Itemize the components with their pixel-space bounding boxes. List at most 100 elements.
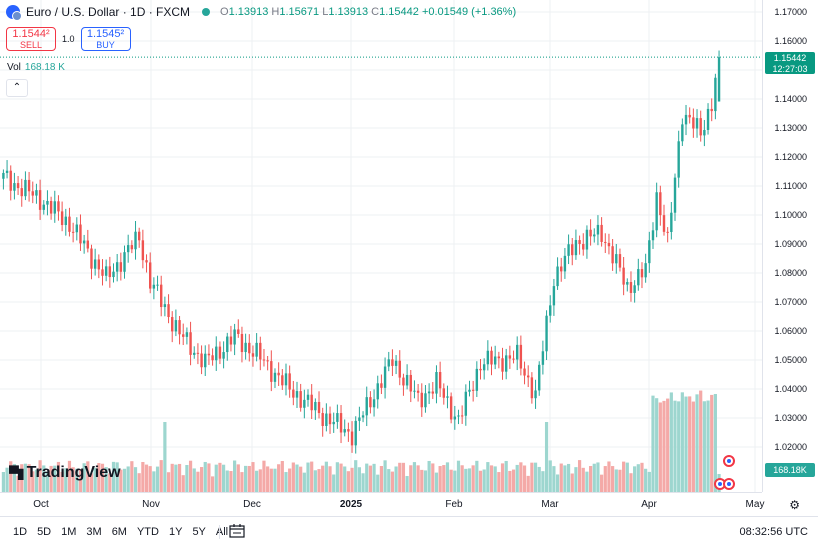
volume-bar [702, 401, 706, 492]
volume-bar [647, 471, 651, 492]
price-tick-label: 1.16000 [774, 36, 807, 46]
candle-body [666, 231, 669, 233]
volume-bar [519, 462, 523, 492]
candle-body [717, 57, 721, 102]
volume-bar [449, 469, 453, 492]
candle-body [273, 372, 277, 382]
volume-bar [185, 465, 189, 492]
buy-button[interactable]: 1.1545² BUY [80, 27, 131, 51]
event-marker-icon[interactable] [723, 478, 735, 490]
volume-bar [34, 469, 39, 492]
candle-body [86, 240, 90, 249]
candle-body [156, 284, 159, 286]
candle-body [486, 350, 490, 365]
chart-area[interactable]: Euro / U.S. Dollar · 1D · FXCM O1.13913 … [0, 0, 762, 492]
candle-body [53, 201, 56, 214]
range-3m[interactable]: 3M [86, 526, 102, 538]
candlestick-chart[interactable] [0, 0, 762, 492]
candle-body [193, 352, 196, 355]
candle-body [295, 391, 299, 398]
candle-body [706, 108, 710, 130]
volume-bar [585, 471, 589, 492]
volume-bar [713, 393, 717, 492]
price-axis[interactable]: 1.170001.160001.150001.140001.130001.120… [762, 0, 818, 492]
price-tick-label: 1.11000 [775, 181, 807, 191]
volume-bar [361, 473, 365, 492]
candle-body [427, 391, 431, 394]
candle-body [325, 413, 328, 426]
tradingview-logo[interactable]: ▀▮ TradingView [9, 464, 121, 482]
candle-body [215, 346, 218, 361]
price-tick-label: 1.06000 [774, 326, 807, 336]
candle-body [339, 413, 343, 433]
volume-bar [552, 466, 556, 492]
volume-bar [166, 472, 171, 492]
symbol-title[interactable]: Euro / U.S. Dollar · 1D · FXCM [26, 5, 191, 19]
range-all[interactable]: All [215, 526, 229, 538]
candle-body [68, 216, 71, 232]
candle-body [299, 391, 302, 408]
range-ytd[interactable]: YTD [136, 526, 159, 538]
collapse-legend-button[interactable]: ⌃ [6, 79, 28, 97]
candle-body [134, 231, 137, 250]
calendar-icon[interactable] [228, 523, 246, 539]
volume-bar [706, 400, 710, 492]
candle-body [288, 373, 291, 390]
volume-bar [497, 472, 501, 492]
candle-body [409, 374, 412, 392]
clock-timezone[interactable]: 08:32:56 UTC [739, 526, 808, 538]
volume-bar [295, 464, 299, 492]
volume-bar [277, 464, 281, 492]
volume-bar [699, 390, 703, 492]
time-axis[interactable]: Oct Nov Dec 2025 Feb Mar Apr May [0, 492, 765, 517]
volume-bar [23, 463, 28, 492]
volume-bar [537, 466, 541, 492]
volume-bar [218, 462, 222, 492]
volume-bar [688, 396, 692, 492]
volume-bar [1, 472, 5, 492]
volume-bar [71, 467, 75, 492]
candle-body [541, 351, 545, 365]
range-1m[interactable]: 1M [61, 526, 77, 538]
range-6m[interactable]: 6M [111, 526, 127, 538]
candle-body [284, 373, 288, 386]
volume-bar [100, 463, 105, 492]
range-1y[interactable]: 1Y [168, 526, 183, 538]
candle-body [593, 234, 596, 237]
time-label: Apr [641, 499, 657, 510]
candle-body [552, 286, 556, 306]
volume-bar [489, 465, 494, 492]
candle-body [659, 192, 662, 216]
candle-body [218, 346, 222, 359]
spread-value: 1.0 [62, 34, 75, 44]
volume-bar [324, 461, 328, 492]
candle-body [248, 342, 251, 354]
candle-body [189, 332, 192, 355]
range-5d[interactable]: 5D [37, 526, 52, 538]
candle-body [376, 383, 379, 400]
candle-body [424, 393, 427, 408]
candle-body [119, 262, 123, 272]
candle-body [453, 416, 457, 420]
volume-bar [350, 467, 354, 492]
range-5y[interactable]: 5Y [192, 526, 206, 538]
range-1d[interactable]: 1D [13, 526, 28, 538]
candle-body [343, 429, 346, 433]
gear-icon[interactable]: ⚙ [789, 498, 800, 512]
candle-body [530, 377, 534, 399]
candle-body [145, 260, 148, 263]
event-marker-icon[interactable] [723, 455, 735, 467]
volume-bar [398, 462, 402, 492]
sell-button[interactable]: 1.1544² SELL [6, 27, 56, 51]
candle-body [365, 397, 368, 416]
volume-bar [82, 463, 86, 492]
volume-bar [482, 469, 486, 492]
candle-body [714, 77, 717, 112]
volume-legend[interactable]: Vol 168.18 K [7, 62, 65, 73]
market-status-icon[interactable] [202, 8, 211, 16]
volume-bar [78, 469, 83, 492]
volume-bar [38, 460, 42, 492]
time-label: May [745, 499, 765, 510]
volume-bar [442, 465, 446, 492]
price-tick-label: 1.02000 [774, 442, 807, 452]
